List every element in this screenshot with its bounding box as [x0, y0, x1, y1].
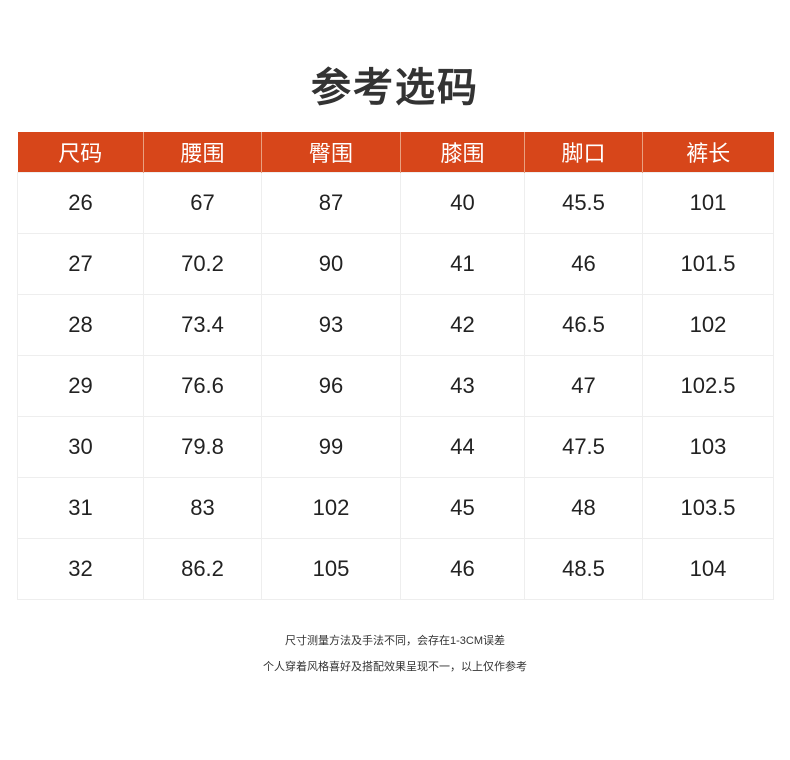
table-cell: 46 [400, 538, 525, 600]
table-cell: 31 [17, 477, 144, 539]
table-cell: 102.5 [642, 355, 774, 417]
table-cell: 44 [400, 416, 525, 478]
column-header: 尺码 [17, 132, 144, 173]
table-row: 29 76.6 96 43 47 102.5 [17, 355, 774, 417]
table-cell: 93 [261, 294, 401, 356]
column-header: 脚口 [524, 132, 643, 173]
table-cell: 102 [261, 477, 401, 539]
column-header: 腰围 [143, 132, 262, 173]
table-cell: 46 [524, 233, 643, 295]
table-cell: 42 [400, 294, 525, 356]
table-cell: 45.5 [524, 172, 643, 234]
table-cell: 48 [524, 477, 643, 539]
table-cell: 28 [17, 294, 144, 356]
table-cell: 76.6 [143, 355, 262, 417]
table-cell: 105 [261, 538, 401, 600]
table-cell: 101 [642, 172, 774, 234]
table-cell: 79.8 [143, 416, 262, 478]
table-cell: 29 [17, 355, 144, 417]
table-row: 27 70.2 90 41 46 101.5 [17, 233, 774, 295]
column-header: 裤长 [642, 132, 774, 173]
table-cell: 46.5 [524, 294, 643, 356]
title: 参考选码 [311, 66, 479, 110]
table-cell: 96 [261, 355, 401, 417]
table-cell: 41 [400, 233, 525, 295]
table-body: 26 67 87 40 45.5 101 27 70.2 90 41 46 101.5 28 73.4 93… [17, 172, 774, 600]
table-row: 26 67 87 40 45.5 101 [17, 172, 774, 234]
header-row: 尺码 腰围 臀围 膝围 脚口 裤长 [17, 132, 774, 173]
table-cell: 90 [261, 233, 401, 295]
table-cell: 47 [524, 355, 643, 417]
table-cell: 103.5 [642, 477, 774, 539]
table-cell: 101.5 [642, 233, 774, 295]
table-cell: 27 [17, 233, 144, 295]
table-cell: 26 [17, 172, 144, 234]
table-row: 28 73.4 93 42 46.5 102 [17, 294, 774, 356]
table-cell: 47.5 [524, 416, 643, 478]
table-cell: 83 [143, 477, 262, 539]
table-row: 32 86.2 105 46 48.5 104 [17, 538, 774, 600]
table-cell: 86.2 [143, 538, 262, 600]
note: 个人穿着风格喜好及搭配效果呈现不一，以上仅作参考 [263, 661, 527, 673]
table-cell: 104 [642, 538, 774, 600]
column-header: 膝围 [400, 132, 525, 173]
column-header: 臀围 [261, 132, 401, 173]
table-cell: 45 [400, 477, 525, 539]
size-table: 尺码 腰围 臀围 膝围 脚口 裤长 26 67 87 40 45.5 101 27 70.2 90 41 46… [17, 132, 774, 600]
table-cell: 43 [400, 355, 525, 417]
table-cell: 67 [143, 172, 262, 234]
table-cell: 40 [400, 172, 525, 234]
table-cell: 87 [261, 172, 401, 234]
table-row: 31 83 102 45 48 103.5 [17, 477, 774, 539]
note: 尺寸测量方法及手法不同，会存在1-3CM误差 [284, 635, 505, 647]
table-cell: 102 [642, 294, 774, 356]
notes: 尺寸测量方法及手法不同，会存在1-3CM误差个人穿着风格喜好及搭配效果呈现不一，… [0, 628, 790, 680]
table-cell: 70.2 [143, 233, 262, 295]
table-cell: 73.4 [143, 294, 262, 356]
table-row: 30 79.8 99 44 47.5 103 [17, 416, 774, 478]
table-cell: 103 [642, 416, 774, 478]
table-cell: 30 [17, 416, 144, 478]
table-cell: 32 [17, 538, 144, 600]
table-cell: 48.5 [524, 538, 643, 600]
table-cell: 99 [261, 416, 401, 478]
